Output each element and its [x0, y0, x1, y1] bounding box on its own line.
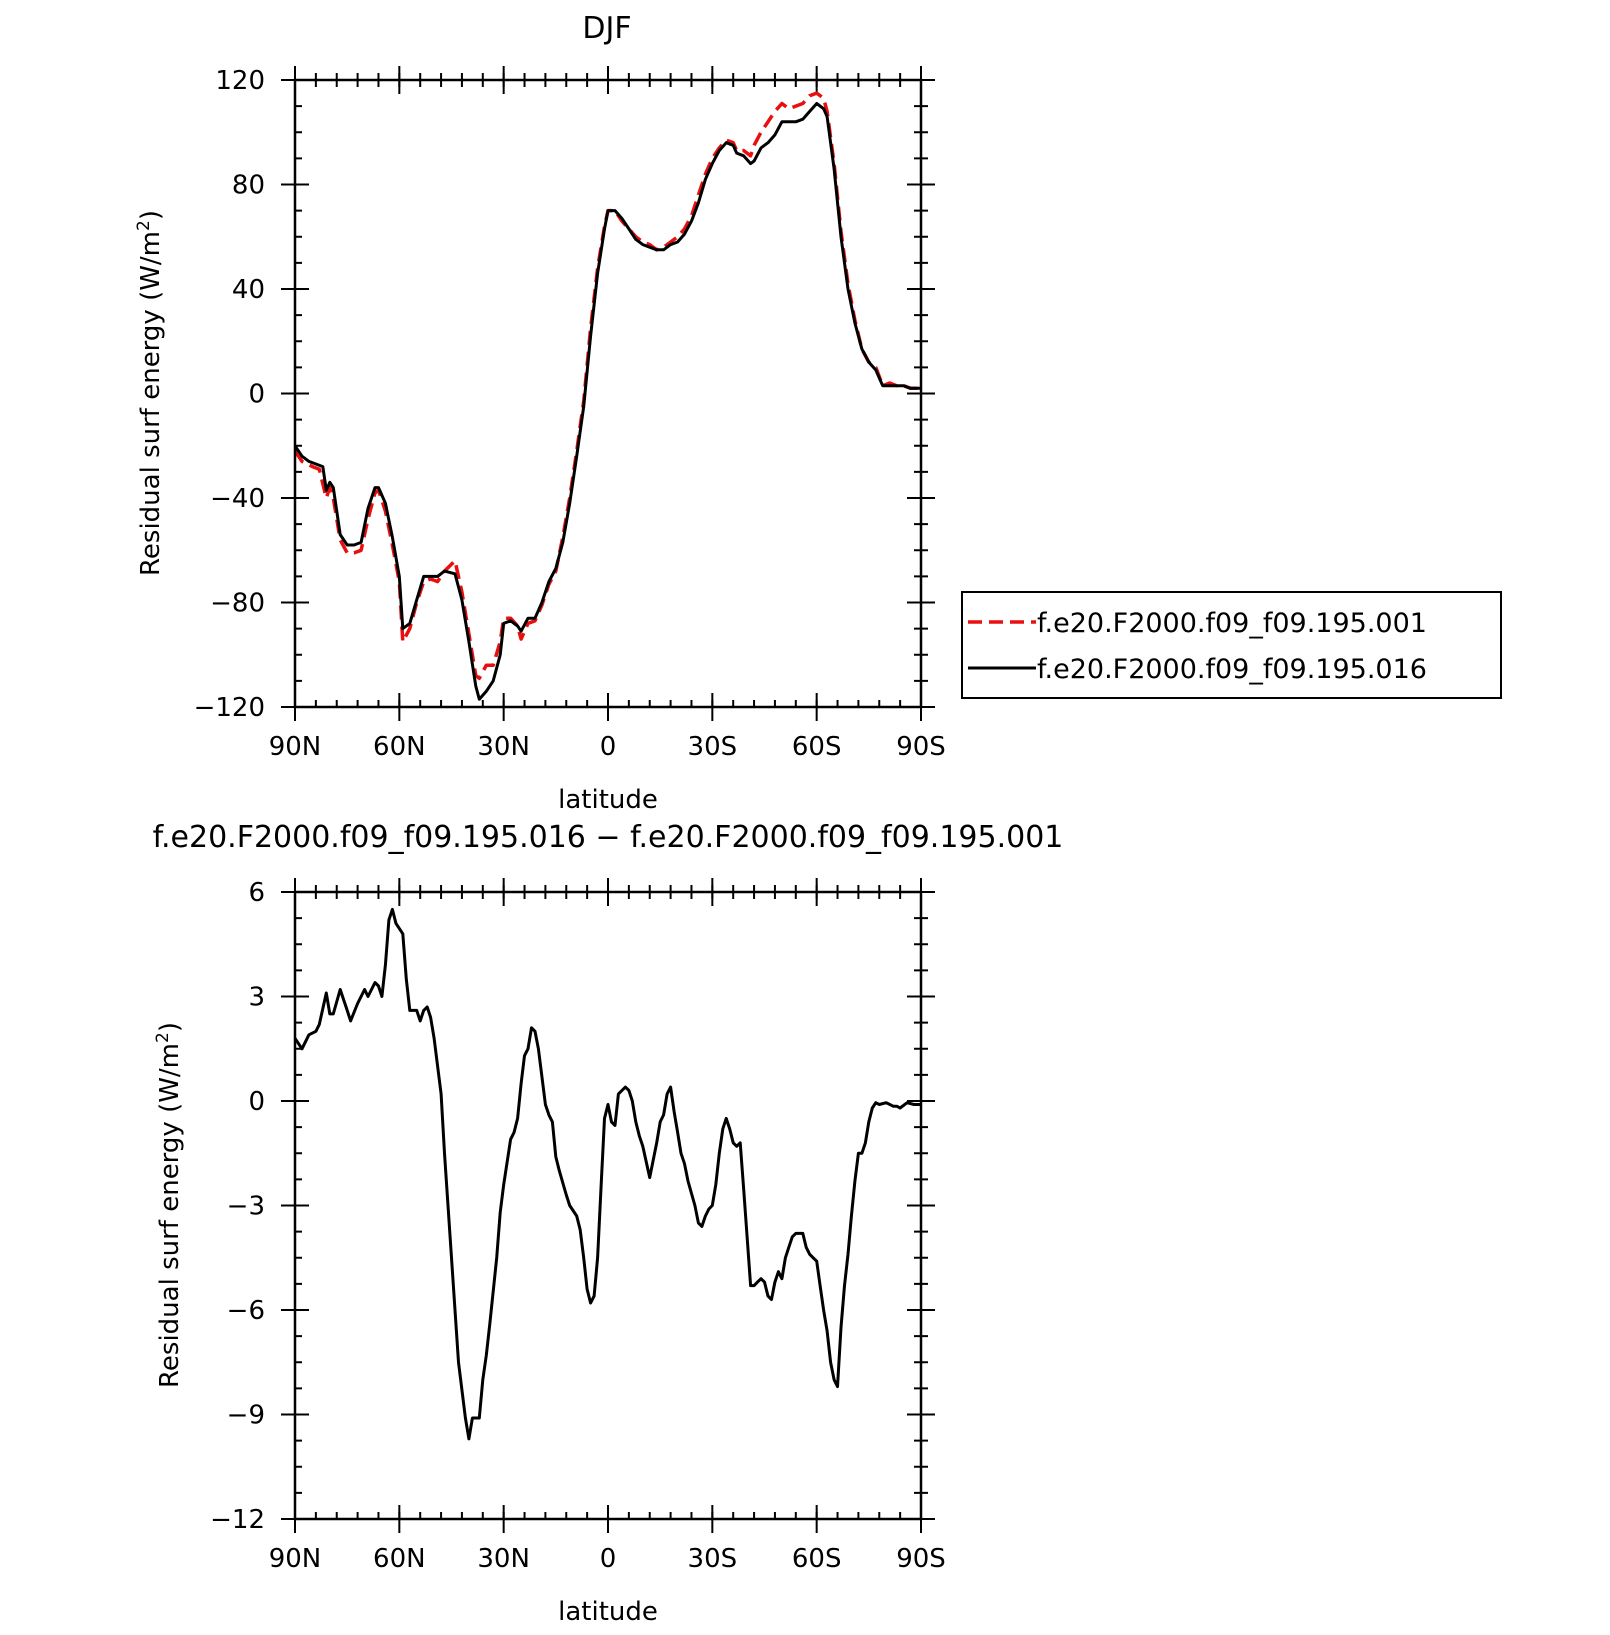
x-tick-label: 90N [269, 732, 322, 762]
y-tick-label: −12 [210, 1505, 265, 1535]
plot-frame [293, 890, 923, 1521]
chart-panel-difference: f.e20.F2000.f09_f09.195.016 − f.e20.F200… [153, 820, 1064, 1627]
y-tick-label: −120 [194, 693, 265, 723]
tick-marks [281, 66, 935, 721]
legend: f.e20.F2000.f09_f09.195.001 f.e20.F2000.… [961, 591, 1502, 699]
x-axis-label: latitude [558, 1597, 658, 1627]
x-tick-label: 60N [373, 1544, 426, 1574]
series-line-1 [293, 91, 921, 681]
x-tick-label: 90N [269, 1544, 322, 1574]
x-tick-label: 90S [896, 732, 946, 762]
y-tick-label: 3 [248, 983, 265, 1013]
y-axis-label: Residual surf energy (W/m2) [153, 1022, 185, 1388]
y-tick-label: 0 [248, 1087, 265, 1117]
x-tick-label: 90S [896, 1544, 946, 1574]
series-lines [293, 907, 921, 1441]
tick-marks [281, 878, 935, 1533]
x-tick-label: 30N [477, 732, 530, 762]
y-tick-label: 6 [248, 878, 265, 908]
y-tick-label: 0 [248, 380, 265, 410]
x-tick-label: 60N [373, 732, 426, 762]
y-tick-label: 40 [232, 275, 265, 305]
x-tick-label: 30S [688, 732, 738, 762]
x-tick-labels: 90N 60N 30N 0 30S 60S 90S [269, 732, 946, 762]
y-tick-label: −3 [227, 1192, 265, 1222]
y-tick-label: 80 [232, 171, 265, 201]
chart-title: DJF [582, 11, 631, 46]
y-tick-label: −40 [210, 484, 265, 514]
x-tick-label: 30S [688, 1544, 738, 1574]
y-tick-labels: 120 80 40 0 −40 −80 −120 [194, 66, 265, 723]
x-tick-label: 30N [477, 1544, 530, 1574]
legend-box [961, 591, 1502, 699]
x-tick-label: 60S [792, 1544, 842, 1574]
y-tick-label: 120 [215, 66, 265, 96]
x-tick-label: 0 [600, 1544, 617, 1574]
plot-frame [293, 78, 923, 709]
y-axis-label: Residual surf energy (W/m2) [134, 210, 166, 576]
series-lines [293, 91, 921, 701]
chart-panel-djf: DJF 90N 60N 30N 0 30S 60S 90S 120 80 40 0 −40 −80 −1… [134, 11, 1502, 815]
y-tick-label: −9 [227, 1401, 265, 1431]
y-tick-labels: 6 3 0 −3 −6 −9 −12 [210, 878, 265, 1535]
x-tick-label: 0 [600, 732, 617, 762]
y-tick-label: −6 [227, 1296, 265, 1326]
series-line-2 [293, 102, 921, 701]
x-tick-label: 60S [792, 732, 842, 762]
x-axis-label: latitude [558, 785, 658, 815]
x-tick-labels: 90N 60N 30N 0 30S 60S 90S [269, 1544, 946, 1574]
legend-label-series-2: f.e20.F2000.f09_f09.195.016 [1037, 654, 1427, 685]
chart-title: f.e20.F2000.f09_f09.195.016 − f.e20.F200… [153, 820, 1064, 855]
y-tick-label: −80 [210, 589, 265, 619]
legend-label-series-1: f.e20.F2000.f09_f09.195.001 [1037, 608, 1427, 639]
series-line-1 [293, 907, 921, 1441]
